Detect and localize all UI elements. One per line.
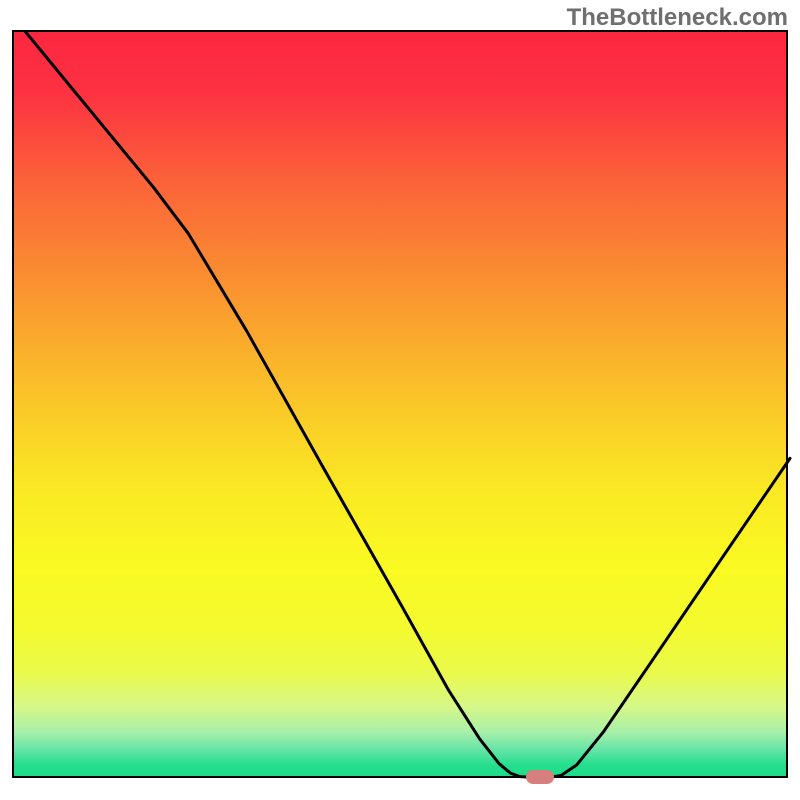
plot-area bbox=[12, 30, 788, 778]
chart-container: TheBottleneck.com bbox=[0, 0, 800, 800]
optimal-marker bbox=[526, 770, 554, 784]
bottleneck-curve bbox=[26, 32, 790, 777]
watermark-text: TheBottleneck.com bbox=[567, 4, 788, 32]
curve-layer bbox=[14, 32, 790, 780]
